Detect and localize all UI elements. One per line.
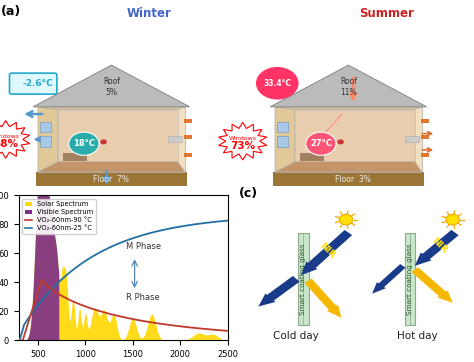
Bar bbox=[40, 122, 51, 132]
Bar bbox=[184, 135, 192, 139]
Text: -2.6°C: -2.6°C bbox=[23, 79, 53, 88]
Bar bbox=[277, 122, 288, 132]
Polygon shape bbox=[275, 107, 422, 110]
Polygon shape bbox=[304, 279, 341, 318]
Polygon shape bbox=[38, 107, 58, 172]
Bar bbox=[273, 172, 424, 186]
Polygon shape bbox=[38, 107, 185, 172]
Polygon shape bbox=[33, 65, 190, 107]
Bar bbox=[277, 136, 288, 147]
Polygon shape bbox=[275, 162, 422, 172]
Text: Floor  7%: Floor 7% bbox=[93, 176, 129, 184]
Circle shape bbox=[337, 139, 344, 144]
Text: Hot day: Hot day bbox=[397, 331, 438, 341]
FancyBboxPatch shape bbox=[298, 232, 309, 325]
Text: Windows: Windows bbox=[228, 136, 257, 141]
Bar bbox=[40, 136, 51, 147]
Bar bbox=[300, 153, 323, 160]
Circle shape bbox=[256, 67, 299, 100]
Polygon shape bbox=[411, 267, 453, 303]
Bar bbox=[63, 153, 86, 160]
Polygon shape bbox=[301, 230, 352, 275]
Polygon shape bbox=[372, 264, 406, 294]
Bar bbox=[405, 136, 419, 142]
Polygon shape bbox=[275, 107, 422, 172]
Bar bbox=[421, 119, 429, 123]
FancyBboxPatch shape bbox=[9, 73, 57, 94]
Text: Windows: Windows bbox=[0, 134, 20, 139]
Polygon shape bbox=[0, 121, 30, 158]
Text: 58%: 58% bbox=[0, 139, 18, 149]
Bar bbox=[168, 136, 182, 142]
Text: 73%: 73% bbox=[230, 140, 255, 151]
Circle shape bbox=[446, 214, 459, 225]
Text: NIR: NIR bbox=[318, 241, 337, 260]
Polygon shape bbox=[270, 65, 427, 107]
Text: Smart coating glass: Smart coating glass bbox=[301, 243, 306, 315]
Polygon shape bbox=[275, 107, 295, 172]
Polygon shape bbox=[295, 110, 415, 162]
Text: Floor  3%: Floor 3% bbox=[335, 176, 371, 184]
Text: 27°C: 27°C bbox=[310, 139, 332, 148]
Bar bbox=[36, 172, 187, 186]
Text: NIR: NIR bbox=[430, 236, 449, 255]
Text: Roof
5%: Roof 5% bbox=[103, 77, 120, 97]
Circle shape bbox=[306, 132, 336, 155]
Bar bbox=[421, 135, 429, 139]
Text: Roof
11%: Roof 11% bbox=[340, 77, 357, 97]
Text: (a): (a) bbox=[1, 5, 21, 18]
Text: (c): (c) bbox=[239, 188, 258, 201]
Legend: Solar Spectrum, Visible Spectrum, VO₂-60nm-90 °C, VO₂-60nm-25 °C: Solar Spectrum, Visible Spectrum, VO₂-60… bbox=[22, 199, 96, 234]
Bar bbox=[421, 153, 429, 157]
Text: M Phase: M Phase bbox=[126, 242, 161, 251]
Polygon shape bbox=[219, 122, 267, 160]
Text: R Phase: R Phase bbox=[126, 293, 160, 302]
Text: 33.4°C: 33.4°C bbox=[263, 79, 292, 88]
Polygon shape bbox=[415, 230, 459, 266]
Circle shape bbox=[339, 214, 353, 225]
Circle shape bbox=[100, 139, 107, 144]
Polygon shape bbox=[258, 276, 300, 307]
Polygon shape bbox=[58, 110, 178, 162]
Polygon shape bbox=[38, 162, 185, 172]
Text: Summer: Summer bbox=[359, 7, 414, 20]
Bar bbox=[184, 153, 192, 157]
Text: Smart coating glass: Smart coating glass bbox=[407, 243, 413, 315]
Text: Winter: Winter bbox=[127, 7, 172, 20]
Polygon shape bbox=[38, 107, 185, 110]
Bar bbox=[184, 119, 192, 123]
Text: 18°C: 18°C bbox=[73, 139, 95, 148]
Circle shape bbox=[69, 132, 99, 155]
Text: Cold day: Cold day bbox=[273, 331, 319, 341]
FancyBboxPatch shape bbox=[405, 232, 415, 325]
